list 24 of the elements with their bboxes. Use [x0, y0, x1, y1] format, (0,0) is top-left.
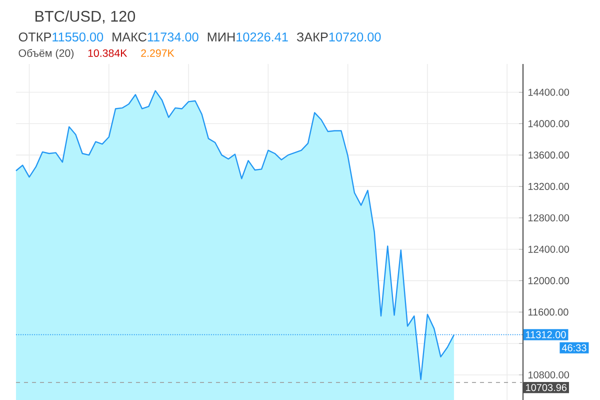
y-tick-label: 12800.00: [528, 214, 570, 222]
y-tick-label: 14000.00: [528, 120, 570, 128]
text: 10720.00: [329, 32, 381, 42]
y-tick-label: 13200.00: [528, 182, 570, 190]
text: ЗАКР: [296, 32, 328, 42]
y-tick-label: 12000.00: [528, 277, 570, 284]
y-tick-label: 14400.00: [528, 88, 570, 96]
text: ОТКР: [18, 32, 52, 42]
text: 2.297K: [141, 49, 174, 57]
text: 10.384K: [88, 49, 128, 57]
text: 10226.41: [236, 32, 288, 42]
text: МАКС: [112, 32, 146, 42]
text: 46:33: [562, 344, 586, 352]
text: МИН: [208, 32, 235, 42]
text: Объём (20): [18, 48, 74, 60]
text: 11550.00: [52, 32, 104, 42]
text: 11734.00: [148, 32, 198, 42]
y-tick-label: 11600.00: [528, 308, 568, 316]
ref-line-label: 11312.00: [526, 331, 566, 338]
ref-line-label: 10703.96: [526, 384, 567, 392]
chart-title: BTC/USD, 120: [36, 10, 136, 24]
y-tick-label: 12400.00: [528, 246, 570, 253]
y-tick-label: 13600.00: [528, 152, 570, 159]
y-tick-label: 10800.00: [528, 371, 570, 378]
